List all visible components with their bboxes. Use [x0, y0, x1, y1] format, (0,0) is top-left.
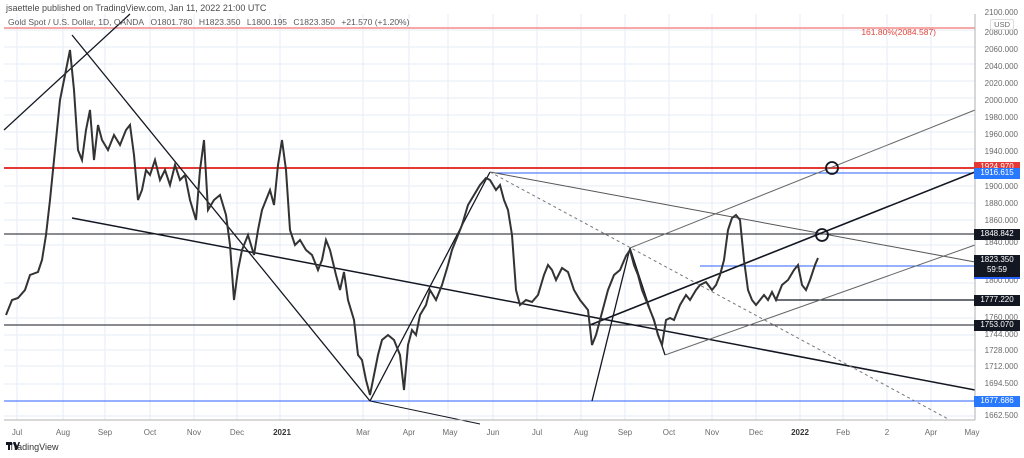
- y-tick: 1940.000: [984, 147, 1018, 156]
- x-tick: Jul: [531, 428, 543, 437]
- y-tick: 2020.000: [984, 79, 1018, 88]
- blue-lower-label: 1677.686: [974, 396, 1020, 407]
- x-tick-year: 2021: [273, 428, 291, 437]
- bar-countdown: 59:59: [986, 265, 1008, 274]
- grid: [4, 14, 975, 420]
- y-tick: 1840.000: [984, 238, 1018, 247]
- x-tick: Apr: [924, 428, 938, 437]
- x-tick: Aug: [573, 428, 589, 437]
- y-tick: 2060.000: [984, 45, 1018, 54]
- x-tick: 2: [884, 428, 890, 437]
- tradingview-logo[interactable]: TradingView: [6, 442, 59, 452]
- x-tick: Jul: [11, 428, 23, 437]
- y-tick: 1744.000: [984, 330, 1018, 339]
- target-circle-upper[interactable]: [825, 161, 839, 175]
- price-series: [5, 49, 819, 396]
- x-tick: Mar: [356, 428, 370, 437]
- y-tick: 1900.000: [984, 182, 1018, 191]
- y-tick: 1980.000: [984, 113, 1018, 122]
- y-tick: 1728.000: [984, 346, 1018, 355]
- legend-open: O1801.780: [150, 17, 193, 27]
- target-circle-lower[interactable]: [815, 228, 829, 242]
- symbol-name[interactable]: Gold Spot / U.S. Dollar, 1D, OANDA: [8, 17, 145, 27]
- x-tick: Dec: [229, 428, 245, 437]
- legend-low: L1800.195: [246, 17, 288, 27]
- y-tick: 1800.000: [984, 276, 1018, 285]
- y-tick: 1880.000: [984, 199, 1018, 208]
- red-level-label: 1924.970: [974, 162, 1020, 173]
- y-tick: 1760.000: [984, 313, 1018, 322]
- level-1777-label: 1777.220: [974, 295, 1020, 306]
- tradingview-logo-text: TradingView: [9, 442, 59, 452]
- symbol-legend: Gold Spot / U.S. Dollar, 1D, OANDA O1801…: [8, 17, 413, 27]
- x-tick: Nov: [704, 428, 720, 437]
- y-tick: 2080.000: [984, 28, 1018, 37]
- current-price-value: 1823.350: [980, 255, 1014, 264]
- x-tick: Feb: [836, 428, 850, 437]
- legend-close: C1823.350: [293, 17, 336, 27]
- x-tick: Nov: [186, 428, 202, 437]
- level-1848-label: 1848.842: [974, 229, 1020, 240]
- legend-high: H1823.350: [198, 17, 241, 27]
- currency-badge[interactable]: USD: [990, 19, 1014, 30]
- y-tick: 2100.000: [984, 8, 1018, 17]
- blue-upper-label: 1916.615: [974, 168, 1020, 179]
- fib-label: 161.80%(2084.587): [861, 27, 936, 37]
- y-tick: 1662.500: [984, 411, 1018, 420]
- y-tick: 2000.000: [984, 96, 1018, 105]
- legend-change: +21.570 (+1.20%): [341, 17, 410, 27]
- y-tick: 1860.000: [984, 216, 1018, 225]
- y-tick: 1960.000: [984, 130, 1018, 139]
- x-tick-year: 2022: [791, 428, 809, 437]
- x-tick: May: [442, 428, 458, 437]
- publisher-caption: jsaettele published on TradingView.com, …: [6, 3, 267, 13]
- current-price-label: 1823.350 59:59: [974, 255, 1020, 279]
- x-tick: Jun: [486, 428, 500, 437]
- x-tick: Oct: [662, 428, 676, 437]
- level-1753-label: 1753.070: [974, 320, 1020, 331]
- x-tick: Sep: [97, 428, 113, 437]
- x-tick: Oct: [143, 428, 157, 437]
- y-tick: 1712.000: [984, 362, 1018, 371]
- x-tick: Dec: [748, 428, 764, 437]
- y-tick: 1694.500: [984, 379, 1018, 388]
- x-tick: Apr: [402, 428, 416, 437]
- y-tick: 2040.000: [984, 62, 1018, 71]
- x-tick: Sep: [617, 428, 633, 437]
- x-tick: Aug: [55, 428, 71, 437]
- x-tick: May: [964, 428, 980, 437]
